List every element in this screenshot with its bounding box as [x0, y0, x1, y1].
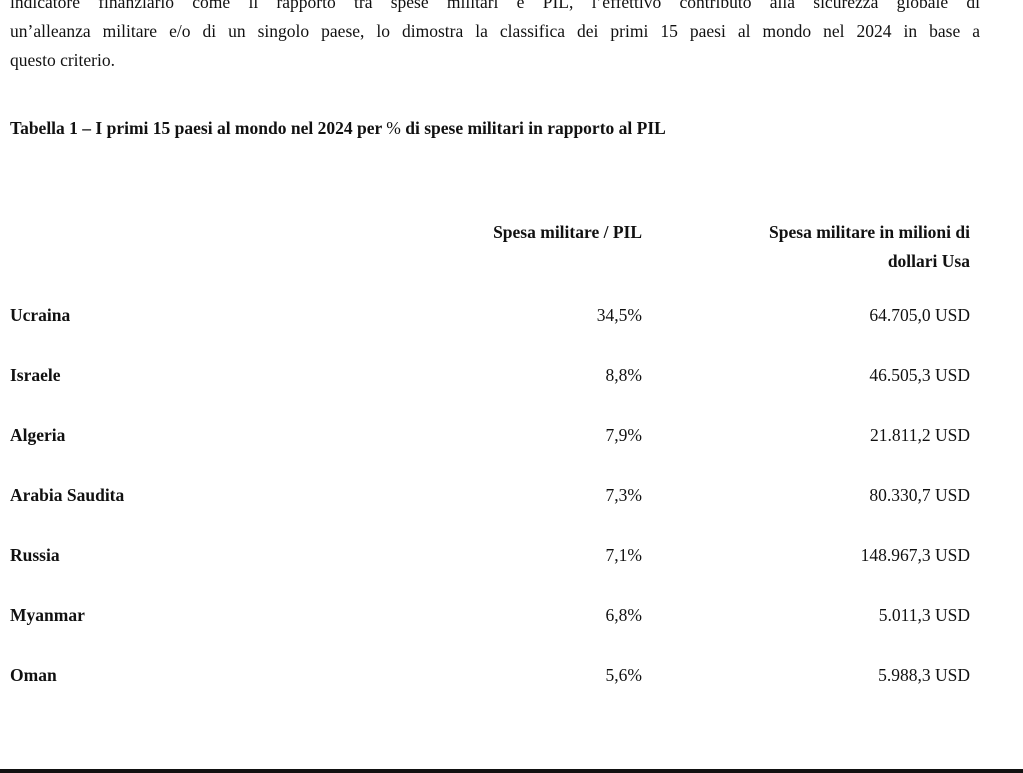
row-country: Israele	[10, 365, 61, 385]
row-ratio: 7,3%	[605, 485, 642, 505]
row-spending: 80.330,7 USD	[869, 485, 970, 505]
row-spending: 64.705,0 USD	[869, 305, 970, 325]
row-spending: 5.988,3 USD	[878, 665, 970, 685]
row-spending: 46.505,3 USD	[869, 365, 970, 385]
caption-text-start: Tabella 1 – I primi 15 paesi al mondo ne…	[10, 118, 387, 138]
row-country: Ucraina	[10, 305, 71, 325]
row-ratio: 7,1%	[605, 545, 642, 565]
table-row: Algeria 7,9% 21.811,2 USD	[10, 424, 970, 484]
military-spending-table: Spesa militare / PIL Spesa militare in m…	[10, 218, 970, 724]
row-ratio: 5,6%	[605, 665, 642, 685]
table-row: Myanmar 6,8% 5.011,3 USD	[10, 604, 970, 664]
caption-percent-sign: %	[386, 118, 401, 138]
intro-line-1: indicatore finanziario come il rapporto …	[10, 0, 980, 12]
table-row: Oman 5,6% 5.988,3 USD	[10, 664, 970, 724]
table-header-row: Spesa militare / PIL Spesa militare in m…	[10, 218, 970, 304]
bottom-border	[0, 769, 1023, 773]
intro-line-2: un’alleanza militare e/o di un singolo p…	[10, 21, 980, 41]
row-country: Oman	[10, 665, 57, 685]
row-country: Russia	[10, 545, 60, 565]
header-country	[10, 218, 410, 304]
row-ratio: 34,5%	[596, 305, 642, 325]
row-spending: 5.011,3 USD	[878, 605, 970, 625]
intro-line-3: questo criterio.	[10, 50, 115, 70]
table-caption: Tabella 1 – I primi 15 paesi al mondo ne…	[10, 118, 666, 139]
table-row: Arabia Saudita 7,3% 80.330,7 USD	[10, 484, 970, 544]
row-country: Arabia Saudita	[10, 485, 125, 505]
header-spending-gdp-ratio: Spesa militare / PIL	[493, 222, 642, 242]
row-ratio: 8,8%	[605, 365, 642, 385]
header-spending-usd-line-2: dollari Usa	[887, 251, 970, 271]
row-ratio: 6,8%	[605, 605, 642, 625]
row-spending: 148.967,3 USD	[860, 545, 970, 565]
row-spending: 21.811,2 USD	[870, 425, 970, 445]
table-row: Ucraina 34,5% 64.705,0 USD	[10, 304, 970, 364]
header-spending-usd-line-1: Spesa militare in milioni di	[769, 222, 970, 242]
caption-text-end: di spese militari in rapporto al PIL	[400, 118, 666, 138]
row-country: Algeria	[10, 425, 66, 445]
table-row: Israele 8,8% 46.505,3 USD	[10, 364, 970, 424]
header-spending-usd: Spesa militare in milioni di dollari Usa	[642, 218, 970, 304]
table-row: Russia 7,1% 148.967,3 USD	[10, 544, 970, 604]
intro-paragraph: indicatore finanziario come il rapporto …	[10, 0, 980, 75]
row-country: Myanmar	[10, 605, 85, 625]
row-ratio: 7,9%	[605, 425, 642, 445]
